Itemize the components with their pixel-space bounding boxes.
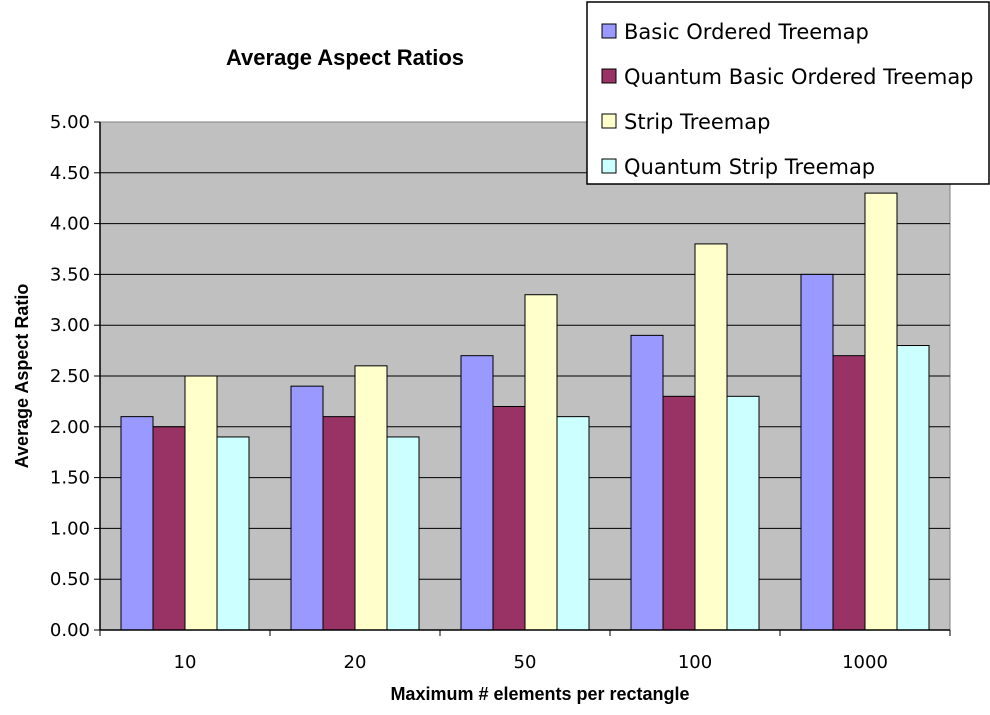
bar — [800, 273, 834, 631]
y-tick-label: 2.50 — [50, 366, 90, 387]
bar — [694, 243, 728, 631]
x-tick-labels: 10 20 50 100 1000 — [174, 652, 888, 673]
x-tick-label: 10 — [174, 652, 197, 673]
y-tick-label: 1.00 — [50, 518, 90, 539]
legend: Basic Ordered Treemap Quantum Basic Order… — [586, 1, 990, 185]
bar — [896, 345, 930, 631]
legend-label: Strip Treemap — [624, 110, 770, 134]
bar — [386, 436, 420, 631]
bar — [864, 192, 898, 631]
legend-swatch — [601, 23, 617, 39]
bar — [726, 395, 760, 631]
bar — [460, 355, 494, 631]
bar — [184, 375, 218, 631]
bar — [354, 365, 388, 631]
bar — [524, 294, 558, 631]
x-tick-label: 100 — [678, 652, 712, 673]
legend-box — [586, 1, 990, 185]
y-tick-label: 0.00 — [50, 620, 90, 641]
legend-swatch — [601, 68, 617, 84]
x-axis-label: Maximum # elements per rectangle — [390, 684, 689, 704]
x-tick-label: 1000 — [842, 652, 888, 673]
legend-swatch — [601, 113, 617, 129]
bar — [152, 426, 186, 631]
y-tick-label: 3.50 — [50, 264, 90, 285]
y-tick-label: 4.50 — [50, 163, 90, 184]
bar — [662, 395, 696, 631]
legend-label: Quantum Strip Treemap — [624, 155, 875, 179]
legend-label: Basic Ordered Treemap — [624, 20, 869, 44]
y-tick-label: 3.00 — [50, 315, 90, 336]
y-tick-label: 1.50 — [50, 468, 90, 489]
axes — [94, 121, 951, 636]
y-tick-labels: 0.00 0.50 1.00 1.50 2.00 2.50 3.00 3.50 4.00 4.50… — [50, 112, 90, 641]
chart-title: Average Aspect Ratios — [226, 45, 464, 70]
x-tick-label: 50 — [514, 652, 537, 673]
y-tick-label: 4.00 — [50, 214, 90, 235]
bar — [216, 436, 250, 631]
bar — [832, 355, 866, 631]
y-tick-label: 0.50 — [50, 569, 90, 590]
y-tick-label: 2.00 — [50, 417, 90, 438]
bar — [630, 334, 664, 631]
bar — [290, 385, 324, 631]
legend-swatch — [601, 158, 617, 174]
bar — [120, 416, 154, 631]
legend-label: Quantum Basic Ordered Treemap — [624, 65, 974, 89]
bar — [556, 416, 590, 631]
x-tick-label: 20 — [344, 652, 367, 673]
bar — [492, 405, 526, 631]
bars — [120, 192, 930, 631]
y-axis-label: Average Aspect Ratio — [12, 284, 32, 469]
y-tick-label: 5.00 — [50, 112, 90, 133]
bar — [322, 416, 356, 631]
